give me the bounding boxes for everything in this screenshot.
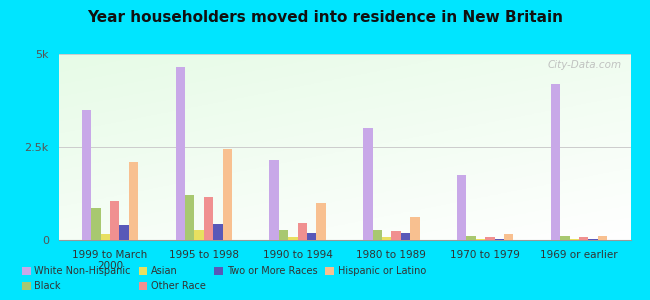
Bar: [194, 230, 204, 240]
Bar: [288, 237, 298, 240]
Bar: [391, 231, 401, 240]
Bar: [176, 67, 185, 240]
Bar: [410, 217, 419, 240]
Bar: [551, 84, 560, 240]
Bar: [82, 110, 91, 240]
Bar: [401, 233, 410, 240]
Bar: [101, 234, 110, 240]
Bar: [560, 236, 569, 240]
Bar: [588, 239, 598, 240]
Bar: [504, 234, 514, 240]
Bar: [298, 223, 307, 240]
Text: Year householders moved into residence in New Britain: Year householders moved into residence i…: [87, 11, 563, 26]
Bar: [495, 239, 504, 240]
Bar: [579, 237, 588, 240]
Text: City-Data.com: City-Data.com: [548, 60, 622, 70]
Bar: [598, 236, 607, 240]
Bar: [213, 224, 222, 240]
Bar: [129, 162, 138, 240]
Bar: [467, 236, 476, 240]
Bar: [279, 230, 288, 240]
Legend: White Non-Hispanic, Black, Asian, Other Race, Two or More Races, Hispanic or Lat: White Non-Hispanic, Black, Asian, Other …: [18, 262, 430, 295]
Bar: [569, 239, 579, 240]
Bar: [307, 233, 317, 240]
Bar: [204, 197, 213, 240]
Bar: [372, 230, 382, 240]
Bar: [91, 208, 101, 240]
Bar: [120, 225, 129, 240]
Bar: [382, 237, 391, 240]
Bar: [457, 175, 467, 240]
Bar: [185, 195, 194, 240]
Bar: [485, 237, 495, 240]
Bar: [363, 128, 372, 240]
Bar: [476, 239, 485, 240]
Bar: [270, 160, 279, 240]
Bar: [222, 149, 232, 240]
Bar: [317, 203, 326, 240]
Bar: [110, 201, 120, 240]
